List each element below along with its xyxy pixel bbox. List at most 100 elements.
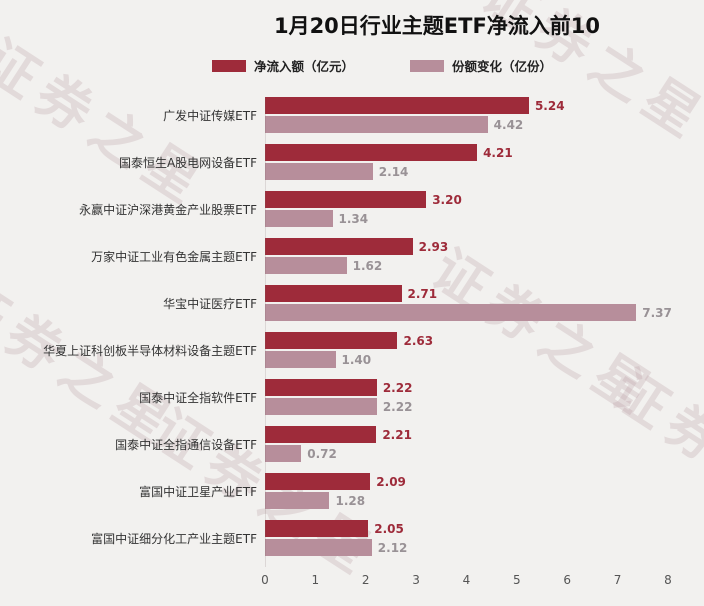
net-inflow-value: 2.21 (382, 427, 412, 442)
x-tick-label: 8 (664, 573, 672, 587)
category-label: 富国中证细分化工产业主题ETF (91, 531, 257, 546)
net-inflow-value: 2.93 (418, 239, 449, 254)
net-inflow-bar-line: 5.24 (265, 97, 668, 114)
x-tick-label: 1 (311, 573, 320, 587)
category-label: 富国中证卫星产业ETF (139, 484, 257, 499)
net-inflow-value: 2.22 (382, 380, 413, 395)
chart-row: 国泰中证全指通信设备ETF 2.21 0.72 (0, 426, 668, 462)
net-inflow-bar (265, 285, 402, 302)
share-change-bar-line: 1.40 (265, 351, 668, 368)
x-tick-label: 4 (462, 573, 471, 587)
legend-label-share-change: 份额变化（亿份） (452, 59, 553, 74)
chart-row: 广发中证传媒ETF 5.24 4.42 (0, 97, 668, 133)
share-change-bar-line: 7.37 (265, 304, 672, 321)
legend-item-net-inflow: 净流入额（亿元） (211, 56, 354, 75)
plot-area: 广发中证传媒ETF 5.24 4.42 国泰恒生A股电网设备ETF 4.21 2.14 永赢… (0, 97, 672, 589)
net-inflow-bar (265, 473, 371, 490)
net-inflow-bar-line: 2.09 (265, 473, 668, 490)
net-inflow-bar-line: 2.63 (265, 332, 668, 349)
x-tick-label: 2 (361, 573, 370, 587)
share-change-bar-line: 1.62 (265, 257, 668, 274)
legend-swatch-share-change (410, 59, 444, 72)
net-inflow-bar (265, 144, 478, 161)
chart-row: 国泰中证全指软件ETF 2.22 2.22 (0, 379, 668, 415)
share-change-bar-line: 1.28 (265, 492, 668, 509)
net-inflow-bar (265, 426, 377, 443)
legend: 净流入额（亿元） 份额变化（亿份） (0, 56, 704, 75)
net-inflow-bar-line: 3.20 (265, 191, 668, 208)
x-tick-label: 5 (513, 573, 521, 587)
bar-group: 4.21 2.14 (265, 144, 668, 180)
net-inflow-bar (265, 520, 369, 537)
net-inflow-value: 2.05 (374, 521, 404, 536)
net-inflow-bar-line: 2.22 (265, 379, 668, 396)
bar-group: 2.22 2.22 (265, 379, 668, 415)
net-inflow-value: 3.20 (432, 192, 462, 207)
share-change-value: 1.28 (335, 493, 366, 508)
bar-group: 3.20 1.34 (265, 191, 668, 227)
bar-group: 2.63 1.40 (265, 332, 668, 368)
chart-row: 富国中证卫星产业ETF 2.09 1.28 (0, 473, 668, 509)
net-inflow-value: 5.24 (534, 98, 565, 113)
net-inflow-value: 2.63 (403, 333, 434, 348)
share-change-bar (265, 116, 488, 133)
bar-group: 2.21 0.72 (265, 426, 668, 462)
share-change-bar (265, 398, 377, 415)
net-inflow-bar-line: 2.71 (265, 285, 668, 302)
net-inflow-bar-line: 2.21 (265, 426, 668, 443)
net-inflow-value: 4.21 (483, 145, 513, 160)
legend-swatch-net-inflow (211, 59, 246, 72)
bar-group: 5.24 4.42 (265, 97, 668, 133)
net-inflow-bar-line: 2.05 (265, 520, 668, 537)
category-label: 华夏上证科创板半导体材料设备主题ETF (43, 343, 257, 358)
category-label: 国泰恒生A股电网设备ETF (118, 155, 257, 170)
share-change-bar (265, 539, 372, 556)
bar-group: 2.09 1.28 (265, 473, 668, 509)
x-tick-label: 6 (563, 573, 572, 587)
share-change-value: 2.12 (377, 540, 408, 555)
legend-item-share-change: 份额变化（亿份） (410, 56, 552, 75)
chart-row: 华宝中证医疗ETF 2.71 7.37 (0, 285, 672, 321)
net-inflow-bar-line: 4.21 (265, 144, 668, 161)
share-change-bar (265, 210, 333, 227)
net-inflow-value: 2.71 (407, 286, 438, 301)
share-change-bar-line: 2.14 (265, 163, 668, 180)
chart-row: 华夏上证科创板半导体材料设备主题ETF 2.63 1.40 (0, 332, 668, 368)
net-inflow-bar (265, 191, 427, 208)
chart-row: 万家中证工业有色金属主题ETF 2.93 1.62 (0, 238, 668, 274)
x-axis: 0 1 2 3 4 5 6 7 8 (261, 567, 672, 589)
x-tick-label: 3 (412, 573, 420, 587)
share-change-value: 1.34 (338, 211, 369, 226)
share-change-value: 1.40 (341, 352, 372, 367)
chart-rows: 广发中证传媒ETF 5.24 4.42 国泰恒生A股电网设备ETF 4.21 2.14 永赢… (0, 97, 672, 556)
net-inflow-bar (265, 379, 377, 396)
share-change-value: 2.14 (378, 164, 409, 179)
chart-row: 永赢中证沪深港黄金产业股票ETF 3.20 1.34 (0, 191, 668, 227)
net-inflow-value: 2.09 (376, 474, 406, 489)
share-change-bar (265, 445, 302, 462)
category-label: 万家中证工业有色金属主题ETF (91, 249, 257, 264)
chart-row: 国泰恒生A股电网设备ETF 4.21 2.14 (0, 144, 668, 180)
net-inflow-bar (265, 332, 398, 349)
share-change-bar-line: 2.22 (265, 398, 668, 415)
category-label: 国泰中证全指软件ETF (139, 390, 257, 405)
share-change-value: 1.62 (352, 258, 383, 273)
legend-label-net-inflow: 净流入额（亿元） (253, 59, 354, 74)
share-change-bar-line: 4.42 (265, 116, 668, 133)
share-change-bar (265, 492, 330, 509)
bar-group: 2.93 1.62 (265, 238, 668, 274)
x-tick-label: 0 (261, 573, 269, 587)
net-inflow-bar-line: 2.93 (265, 238, 668, 255)
category-label: 华宝中证医疗ETF (163, 296, 257, 311)
category-label: 永赢中证沪深港黄金产业股票ETF (79, 202, 257, 217)
net-inflow-bar (265, 97, 529, 114)
share-change-bar-line: 0.72 (265, 445, 668, 462)
share-change-value: 2.22 (382, 399, 413, 414)
net-inflow-bar (265, 238, 413, 255)
bar-group: 2.05 2.12 (265, 520, 668, 556)
share-change-bar (265, 257, 347, 274)
share-change-bar-line: 2.12 (265, 539, 668, 556)
bar-chart: 广发中证传媒ETF 5.24 4.42 国泰恒生A股电网设备ETF 4.21 2.14 永赢… (0, 97, 704, 589)
x-tick-label: 7 (613, 573, 622, 587)
